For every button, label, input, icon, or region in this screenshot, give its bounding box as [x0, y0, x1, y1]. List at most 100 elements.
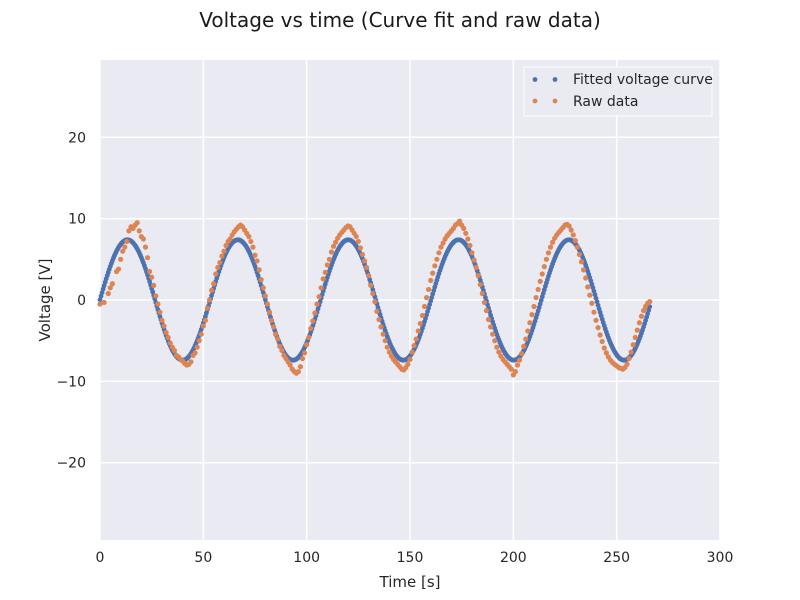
raw-data-point [428, 277, 434, 284]
raw-data-point [252, 252, 258, 258]
raw-data-point [423, 294, 430, 301]
raw-data-point [277, 343, 283, 349]
raw-data-point [516, 357, 523, 363]
raw-data-point [330, 243, 337, 249]
x-tick-label: 150 [397, 550, 424, 566]
raw-data-point [508, 366, 514, 372]
raw-data-point [488, 324, 494, 330]
raw-data-point [167, 340, 173, 346]
raw-data-point [539, 271, 545, 277]
legend-label-raw: Raw data [573, 94, 638, 110]
x-tick-label: 0 [96, 550, 105, 566]
raw-data-point [271, 324, 277, 330]
raw-data-point [149, 274, 155, 280]
raw-data-point [355, 238, 361, 245]
raw-data-point [366, 272, 372, 279]
raw-data-point [632, 334, 638, 341]
raw-data-point [118, 256, 124, 262]
series-layer [97, 218, 653, 378]
raw-data-point [440, 240, 446, 246]
raw-data-point [155, 301, 161, 307]
raw-data-point [116, 266, 122, 272]
raw-data-point [533, 294, 539, 301]
raw-data-point [531, 303, 537, 310]
raw-data-point [380, 331, 386, 337]
raw-data-point [202, 317, 208, 323]
raw-data-point [101, 299, 107, 306]
y-axis-label: Voltage [V] [36, 259, 54, 342]
raw-data-point [566, 223, 572, 229]
x-tick-label: 200 [500, 550, 527, 566]
raw-data-point [287, 362, 293, 368]
raw-data-point [634, 327, 640, 333]
raw-data-point [314, 301, 320, 307]
raw-data-point [545, 250, 552, 256]
raw-data-point [405, 361, 411, 367]
raw-data-point [537, 278, 543, 284]
raw-data-point [171, 347, 177, 354]
raw-data-point [266, 309, 273, 315]
raw-data-point [275, 336, 281, 342]
raw-data-point [306, 334, 312, 341]
raw-data-point [192, 350, 198, 356]
raw-data-point [630, 342, 636, 348]
raw-data-point [636, 320, 643, 326]
raw-data-point [438, 244, 444, 250]
raw-data-point [221, 248, 227, 254]
raw-data-point [624, 361, 630, 367]
raw-data-point [204, 305, 211, 311]
raw-data-point [320, 276, 326, 282]
raw-data-point [407, 356, 413, 362]
raw-data-point [310, 318, 316, 324]
raw-data-point [576, 251, 583, 258]
raw-data-point [361, 258, 368, 264]
x-tick-label: 100 [293, 550, 320, 566]
y-tick-label: −10 [56, 374, 86, 390]
raw-data-point [295, 368, 301, 375]
raw-data-point [163, 329, 169, 336]
raw-data-point [578, 259, 585, 265]
chart-title: Voltage vs time (Curve fit and raw data) [199, 8, 601, 32]
raw-data-point [297, 364, 304, 370]
raw-data-point [227, 236, 233, 242]
raw-data-point [105, 290, 111, 297]
raw-data-point [217, 259, 223, 266]
raw-data-point [587, 292, 593, 298]
raw-data-point [541, 264, 547, 270]
raw-data-point [550, 239, 556, 245]
raw-data-point [640, 307, 647, 314]
raw-data-point [250, 244, 256, 250]
raw-data-point [432, 263, 438, 269]
raw-data-point [378, 324, 384, 330]
y-tick-label: 20 [68, 130, 86, 146]
legend-marker-fitted-1 [532, 77, 538, 82]
legend-marker-raw-1 [532, 98, 538, 104]
raw-data-point [529, 312, 535, 318]
raw-data-point [120, 248, 126, 254]
raw-data-point [382, 338, 388, 344]
raw-data-point [521, 343, 527, 349]
raw-data-point [527, 320, 533, 326]
raw-data-point [570, 232, 576, 238]
raw-data-point [211, 281, 217, 287]
raw-data-point [638, 313, 645, 319]
raw-data-point [248, 238, 254, 245]
raw-data-point [359, 251, 366, 258]
raw-data-point [514, 362, 521, 368]
raw-data-point [258, 277, 264, 283]
raw-data-point [194, 344, 200, 350]
raw-data-point [165, 334, 171, 341]
raw-data-point [254, 258, 260, 264]
raw-data-point [147, 268, 153, 275]
raw-data-point [124, 238, 130, 245]
raw-data-point [357, 245, 363, 251]
raw-data-point [523, 336, 529, 342]
raw-data-point [299, 355, 306, 362]
raw-data-point [421, 303, 428, 310]
raw-data-point [411, 342, 417, 349]
legend: Fitted voltage curve Raw data [523, 66, 713, 117]
raw-data-point [589, 300, 595, 306]
raw-data-point [384, 344, 390, 350]
raw-data-point [601, 345, 607, 351]
